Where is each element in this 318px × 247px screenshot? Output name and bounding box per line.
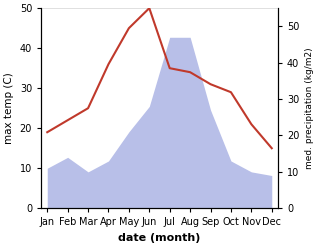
Y-axis label: med. precipitation (kg/m2): med. precipitation (kg/m2) [305, 47, 314, 169]
X-axis label: date (month): date (month) [118, 233, 201, 243]
Y-axis label: max temp (C): max temp (C) [4, 72, 14, 144]
